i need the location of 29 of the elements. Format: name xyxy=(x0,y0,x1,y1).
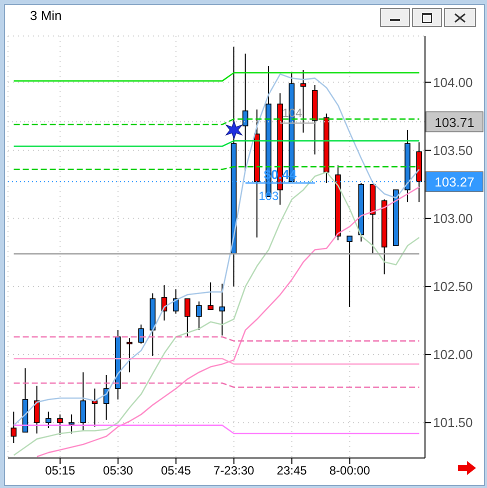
candlestick xyxy=(126,338,132,373)
candlestick xyxy=(219,283,226,336)
candlestick xyxy=(196,300,202,331)
x-tick-label: 7-23:30 xyxy=(214,464,255,478)
x-tick-label: 05:30 xyxy=(103,464,134,478)
y-tick-label: 101.50 xyxy=(433,415,473,430)
chart-title: 3 Min xyxy=(30,8,62,23)
candlestick xyxy=(346,236,352,308)
candlestick xyxy=(46,411,52,429)
x-tick-label: 05:45 xyxy=(160,464,192,478)
candlestick xyxy=(57,414,63,436)
y-tick-label: 103.50 xyxy=(433,142,473,158)
x-tick-label: 8-00:00 xyxy=(329,464,370,478)
candlestick xyxy=(300,70,306,134)
x-tick-label: 05:15 xyxy=(45,464,76,478)
x-tick-label: 23:45 xyxy=(276,464,308,478)
candlestick xyxy=(10,411,17,444)
candlestick xyxy=(184,298,190,338)
y-tick-label: 103.00 xyxy=(433,211,473,226)
candlestick xyxy=(80,372,86,432)
y-tick-label: 104.00 xyxy=(433,74,473,90)
ref-line-label: 103.27 xyxy=(434,174,474,190)
ref-line-label: 103.71 xyxy=(434,114,474,130)
candlestick xyxy=(208,282,214,310)
y-tick-label: 102.00 xyxy=(433,347,473,362)
candlestick xyxy=(138,324,144,344)
candlestick xyxy=(68,414,74,434)
y-tick-label: 102.50 xyxy=(433,279,473,294)
annotation: 103 xyxy=(258,189,279,204)
